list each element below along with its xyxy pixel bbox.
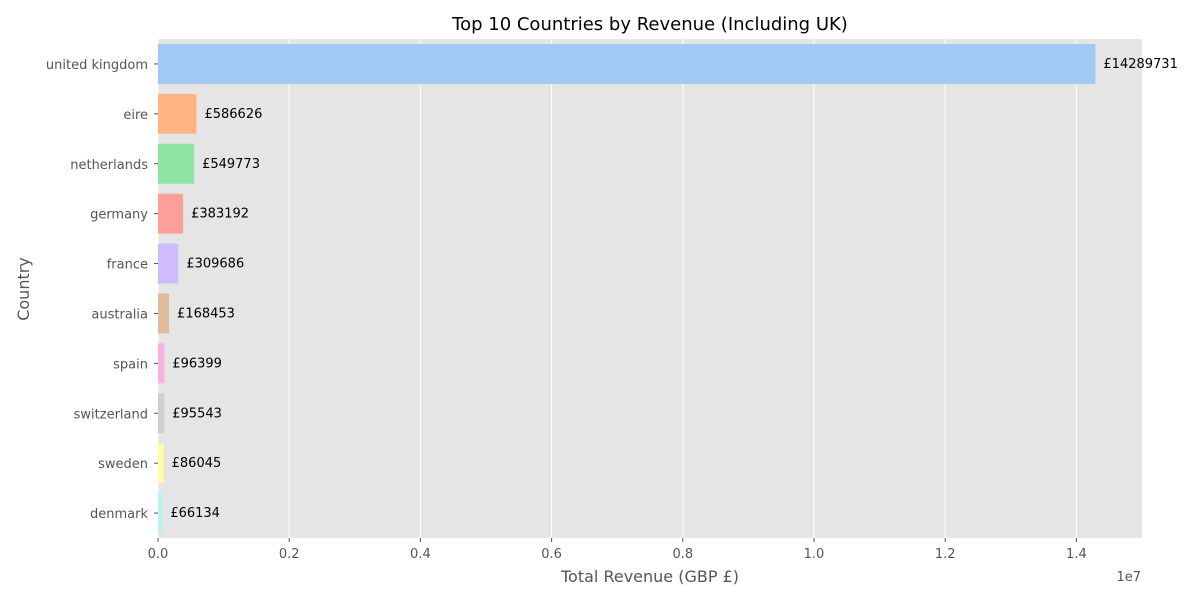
bar — [158, 343, 165, 384]
x-tick-label: 1.4 — [1066, 547, 1087, 562]
grid-lines — [157, 39, 1077, 538]
data-label: £309686 — [186, 257, 244, 272]
x-axis-label: Total Revenue (GBP £) — [560, 567, 739, 586]
data-label: £383192 — [191, 207, 249, 222]
x-tick-label: 1.2 — [935, 547, 956, 562]
bar — [158, 43, 1096, 84]
x-tick-label: 0.4 — [410, 547, 431, 562]
bar — [158, 193, 184, 234]
x-axis-offset-label: 1e7 — [1116, 570, 1141, 585]
y-tick-label: australia — [91, 307, 148, 322]
y-tick-label: denmark — [90, 507, 148, 522]
bar — [158, 143, 195, 184]
data-label: £586626 — [204, 107, 262, 122]
bar — [158, 443, 164, 484]
bars — [158, 43, 1096, 534]
bar — [158, 293, 170, 334]
y-tick-label: sweden — [98, 457, 148, 472]
chart-title: Top 10 Countries by Revenue (Including U… — [451, 14, 848, 35]
bar — [158, 243, 179, 284]
x-tick-label: 0.8 — [672, 547, 693, 562]
plot-background — [158, 39, 1142, 538]
x-tick-label: 0.2 — [279, 547, 300, 562]
y-tick-label: spain — [113, 357, 148, 372]
y-tick-label: switzerland — [74, 407, 148, 422]
data-label: £96399 — [172, 356, 222, 371]
y-tick-label: eire — [123, 108, 148, 123]
x-ticks: 0.0 0.2 0.4 0.6 0.8 1.0 1.2 1.4 — [148, 538, 1087, 562]
y-tick-label: germany — [90, 208, 148, 223]
x-tick-label: 1.0 — [804, 547, 825, 562]
y-tick-label: france — [107, 258, 148, 273]
x-tick-label: 0.0 — [148, 547, 169, 562]
data-label: £86045 — [172, 456, 222, 471]
bar — [158, 93, 197, 134]
x-tick-label: 0.6 — [541, 547, 562, 562]
bar — [158, 493, 163, 534]
data-label: £168453 — [177, 306, 235, 321]
bar — [158, 393, 165, 434]
y-axis-label: Country — [14, 257, 33, 321]
data-label: £95543 — [172, 406, 222, 421]
data-label: £14289731 — [1103, 57, 1177, 72]
data-label: £549773 — [202, 157, 260, 172]
y-ticks: united kingdom eire netherlands germany fran… — [46, 58, 158, 522]
y-tick-label: netherlands — [70, 158, 148, 173]
data-labels: £14289731 £586626 £549773 £383192 £309686 £16… — [170, 57, 1178, 521]
y-tick-label: united kingdom — [46, 58, 148, 73]
data-label: £66134 — [170, 506, 220, 521]
